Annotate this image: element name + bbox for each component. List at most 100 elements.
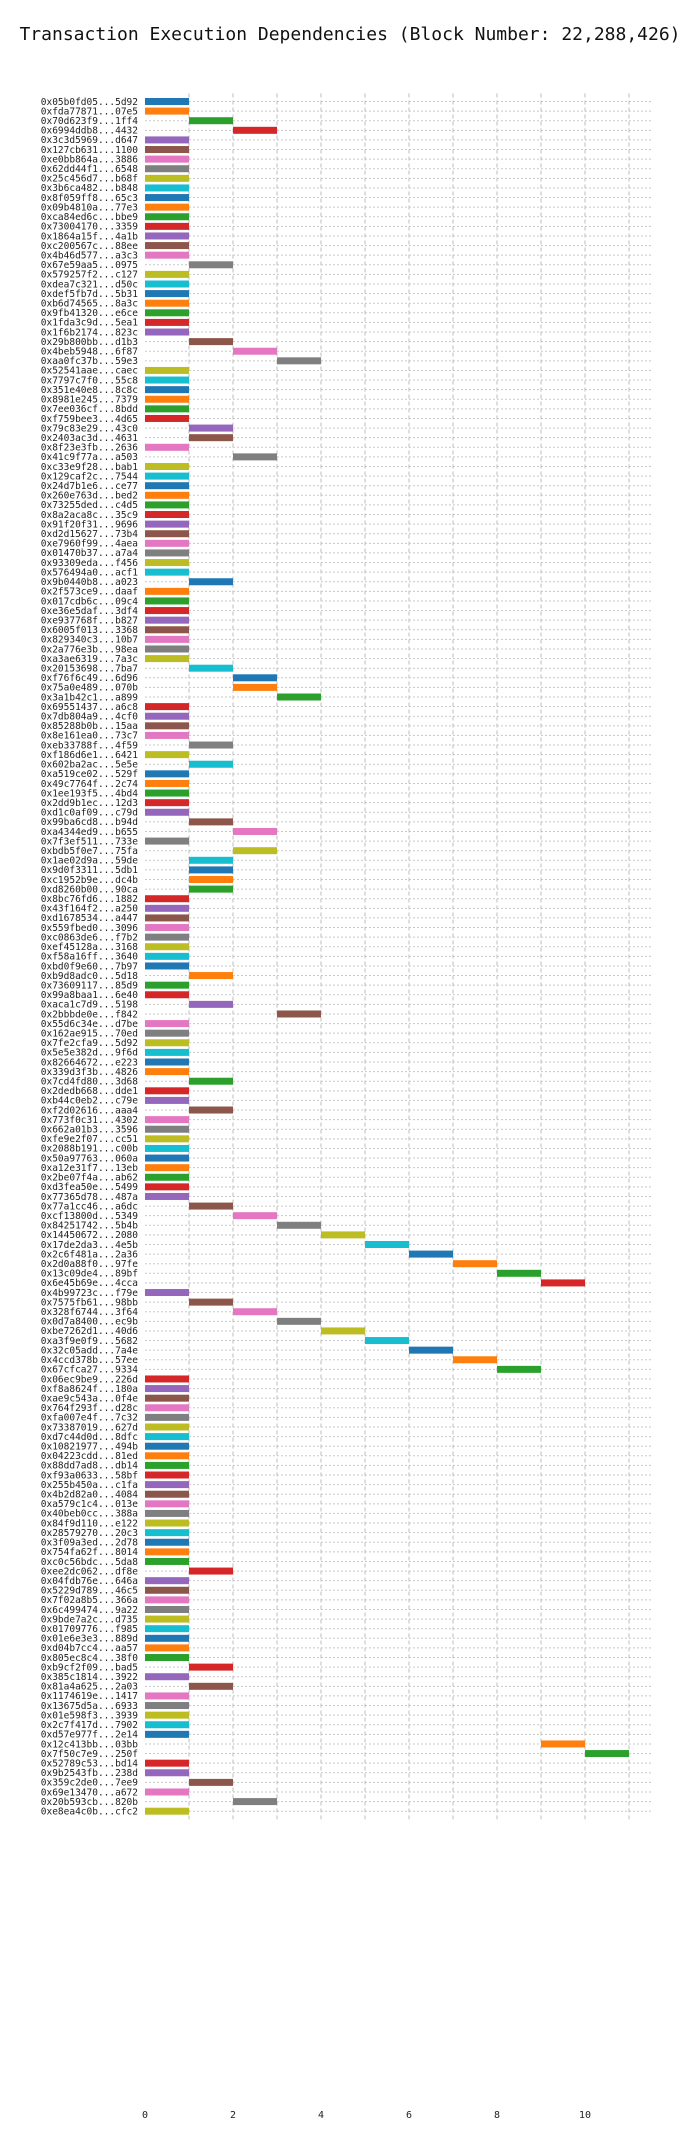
transaction-bar (145, 1615, 189, 1623)
transaction-label: 0x04223cdd...81ed (41, 1451, 138, 1462)
transaction-label: 0x7797c7f0...55c8 (41, 375, 139, 386)
transaction-label: 0x7f02a8b5...366a (41, 1595, 138, 1606)
transaction-label: 0x75a0e489...070b (41, 683, 139, 694)
transaction-bar (145, 1509, 189, 1517)
transaction-label: 0xa12e31f7...13eb (41, 1163, 139, 1174)
transaction-label: 0x50a97763...060a (41, 1153, 138, 1164)
transaction-bar (145, 1586, 189, 1594)
transaction-label: 0x0d7a8400...ec9b (41, 1317, 139, 1328)
transaction-bar (233, 347, 277, 355)
transaction-bar (145, 165, 189, 173)
transaction-bar (145, 559, 189, 567)
transaction-label: 0x10821977...494b (41, 1442, 139, 1453)
transaction-bar (145, 203, 189, 211)
transaction-bar (145, 318, 189, 326)
transaction-bar (145, 194, 189, 202)
transaction-bar (189, 1298, 233, 1306)
transaction-label: 0x7f50c7e9...250f (41, 1749, 138, 1760)
transaction-label: 0x4beb5948...6f87 (41, 347, 138, 358)
transaction-bar (189, 1682, 233, 1690)
transaction-bar (145, 837, 189, 845)
transaction-bar (189, 338, 233, 346)
transaction-bar (145, 443, 189, 451)
transaction-label: 0x2be07f4a...ab62 (41, 1173, 138, 1184)
transaction-bar (453, 1356, 497, 1364)
x-tick-label: 2 (230, 2110, 236, 2121)
transaction-label: 0xaca1c7d9...5198 (41, 1000, 139, 1011)
transaction-bar (145, 107, 189, 115)
transaction-label: 0x127cb631...1100 (41, 145, 139, 156)
transaction-label: 0x162ae915...70ed (41, 1028, 138, 1039)
transaction-bar (189, 664, 233, 672)
transaction-label: 0x4b99723c...f79e (41, 1288, 139, 1299)
transaction-label: 0xfe9e2f07...cc51 (41, 1134, 139, 1145)
transaction-label: 0x25c456d7...b68f (41, 174, 138, 185)
transaction-bar (145, 981, 189, 989)
transaction-label: 0xf2d02616...aaa4 (41, 1105, 139, 1116)
transaction-label: 0xe36e5daf...3df4 (41, 606, 139, 617)
transaction-label: 0x1174619e...1417 (41, 1691, 138, 1702)
transaction-label: 0x2bbbde0e...f842 (41, 1009, 138, 1020)
transaction-bar (189, 1202, 233, 1210)
transaction-label: 0x73609117...85d9 (41, 980, 139, 991)
transaction-label: 0xa3f9e0f9...5682 (41, 1336, 138, 1347)
chart-title: Transaction Execution Dependencies (Bloc… (19, 24, 680, 45)
x-axis-ticks: 0 2 4 6 8 10 (142, 2110, 591, 2121)
transaction-bar (145, 1164, 189, 1172)
transaction-bar (145, 1673, 189, 1681)
transaction-label: 0xaa0fc37b...59e3 (41, 356, 138, 367)
transaction-bar (145, 779, 189, 787)
transaction-bar (189, 866, 233, 874)
transaction-bar (321, 1327, 365, 1335)
transaction-bar (145, 1068, 189, 1076)
transaction-bar (145, 232, 189, 240)
transaction-label: 0x8bc76fd6...1882 (41, 894, 138, 905)
transaction-bar (145, 1096, 189, 1104)
transaction-label: 0x9b2543fb...238d (41, 1768, 138, 1779)
transaction-label: 0x14450672...2080 (41, 1230, 139, 1241)
transaction-bar (189, 885, 233, 893)
transaction-label: 0xf76f6c49...6d96 (41, 673, 139, 684)
transaction-label: 0xc200567c...88ee (41, 241, 139, 252)
transaction-bar (233, 827, 277, 835)
transaction-label: 0x99ba6cd8...b94d (41, 817, 138, 828)
transaction-label: 0x2088b191...c00b (41, 1144, 139, 1155)
transaction-label: 0xd2d15627...73b4 (41, 529, 139, 540)
transaction-bar (145, 914, 189, 922)
transaction-bar (145, 1442, 189, 1450)
transaction-label: 0x9d0f3311...5db1 (41, 865, 139, 876)
transaction-bar (189, 1663, 233, 1671)
transaction-bar (145, 1452, 189, 1460)
transaction-label: 0x06ec9be9...226d (41, 1374, 138, 1385)
transaction-label: 0x84251742...5b4b (41, 1221, 139, 1232)
transaction-bar (233, 674, 277, 682)
transaction-bar (541, 1279, 585, 1287)
transaction-label: 0x9b0440b8...a023 (41, 577, 138, 588)
transaction-bar (145, 299, 189, 307)
transaction-bar (145, 414, 189, 422)
transaction-label: 0x3a1b42c1...a899 (41, 692, 139, 703)
transaction-bar (145, 607, 189, 615)
transaction-label: 0xe0bb864a...3886 (41, 154, 139, 165)
transaction-label: 0xd7c44d0d...8dfc (41, 1432, 138, 1443)
transaction-label: 0x385c1814...3922 (41, 1672, 138, 1683)
transaction-bar (145, 184, 189, 192)
transaction-bar (145, 924, 189, 932)
transaction-label: 0x754fa62f...8014 (41, 1547, 139, 1558)
transaction-bar (145, 722, 189, 730)
transaction-bar (189, 760, 233, 768)
transaction-bar (145, 491, 189, 499)
transaction-bar (145, 645, 189, 653)
transaction-label: 0x7cd4fd80...3d68 (41, 1077, 139, 1088)
transaction-label: 0xc33e9f28...bab1 (41, 462, 139, 473)
transaction-bar (145, 1058, 189, 1066)
transaction-bar (233, 847, 277, 855)
transaction-label: 0xc0c56bdc...5da8 (41, 1557, 139, 1568)
transaction-label: 0x41c9f77a...a503 (41, 452, 138, 463)
transaction-bar (189, 818, 233, 826)
transaction-label: 0x67cfca27...9334 (41, 1365, 139, 1376)
transaction-label: 0x55d6c34e...d7be (41, 1019, 139, 1030)
transaction-bar (145, 1413, 189, 1421)
transaction-bar (145, 98, 189, 105)
transaction-label: 0x1ee193f5...4bd4 (41, 788, 139, 799)
